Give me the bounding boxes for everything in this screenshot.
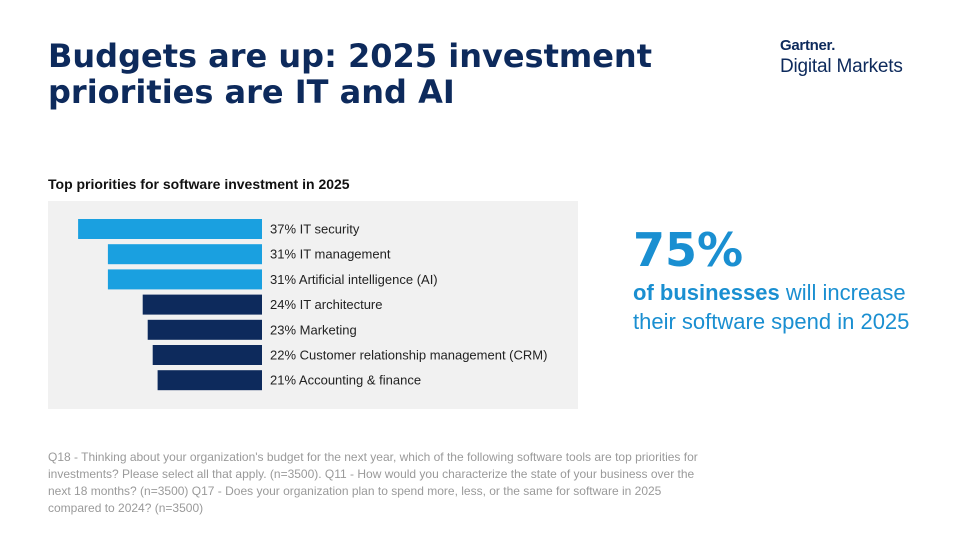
- survey-footnote: Q18 - Thinking about your organization's…: [48, 450, 698, 515]
- logo-wordmark-digital-markets: Digital Markets: [780, 56, 903, 77]
- bar-label-4: 24% IT architecture: [270, 297, 382, 312]
- stat-callout: 75% of businesses will increase their so…: [633, 222, 933, 336]
- bar-chart: 37% IT security 31% IT management 31% Arti…: [78, 219, 547, 391]
- stat-emphasis: of businesses: [633, 280, 780, 305]
- bar-label-2: 31% IT management: [270, 247, 391, 262]
- bar-label-6: 22% Customer relationship management (CR…: [270, 348, 547, 363]
- bar-3: [107, 269, 263, 290]
- bar-6: [152, 345, 262, 365]
- gartner-logo: Gartner. Digital Markets: [780, 38, 903, 80]
- stat-description: of businesses will increase their softwa…: [633, 278, 933, 336]
- bar-5: [147, 319, 262, 340]
- bar-label-7: 21% Accounting & finance: [270, 373, 421, 388]
- bar-7: [157, 370, 262, 391]
- chart-title: Top priorities for software investment i…: [48, 176, 350, 192]
- bar-label-1: 37% IT security: [270, 222, 360, 237]
- page-title: Budgets are up: 2025 investment prioriti…: [48, 37, 652, 111]
- stat-rest: will increase their software spend in 20…: [633, 280, 910, 334]
- bar-2: [107, 244, 263, 265]
- bar-label-3: 31% Artificial intelligence (AI): [270, 272, 438, 287]
- chart-panel: 37% IT security 31% IT management 31% Arti…: [48, 201, 578, 409]
- stat-percentage: 75%: [633, 223, 744, 277]
- bar-1: [78, 219, 262, 239]
- bar-4: [142, 294, 262, 315]
- logo-wordmark-gartner: Gartner.: [780, 37, 836, 54]
- bar-label-5: 23% Marketing: [270, 322, 357, 337]
